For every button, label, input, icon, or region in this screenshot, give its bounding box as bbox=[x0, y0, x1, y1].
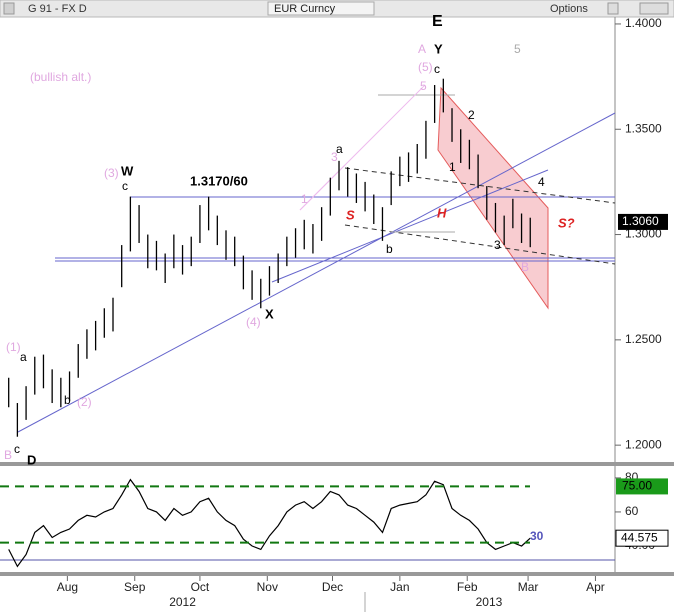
rsi-line bbox=[8, 478, 531, 568]
annotation: S bbox=[346, 207, 355, 222]
annotation: b bbox=[386, 242, 393, 256]
annotation: c bbox=[14, 442, 20, 456]
annotation: E bbox=[432, 13, 443, 30]
annotation: Y bbox=[434, 41, 443, 56]
annotation: 5 bbox=[420, 79, 427, 93]
annotation: b bbox=[64, 393, 71, 407]
annotation: D bbox=[27, 452, 36, 467]
options-menu[interactable]: Options bbox=[550, 3, 588, 15]
band-label-box bbox=[616, 478, 668, 495]
x-tick-label: Mar bbox=[518, 580, 539, 594]
y-tick-label: 1.4000 bbox=[625, 16, 662, 30]
y-tick-label: 1.2500 bbox=[625, 332, 662, 346]
dashed-line bbox=[344, 167, 616, 204]
y-tick-label: 1.2000 bbox=[625, 437, 662, 451]
last-rsi-box bbox=[615, 529, 669, 547]
annotation: (1) bbox=[6, 340, 21, 354]
annotation: 4 bbox=[538, 175, 545, 189]
x-tick-label: Apr bbox=[586, 580, 605, 594]
annotation: (bullish alt.) bbox=[30, 70, 91, 84]
annotation: (3) bbox=[104, 166, 119, 180]
annotation: 3 bbox=[331, 150, 338, 164]
y-tick-label: 1.3500 bbox=[625, 121, 662, 135]
annotation: 1 bbox=[449, 160, 456, 174]
y-tick-label: 1.3000 bbox=[625, 227, 662, 241]
zoom-button[interactable] bbox=[639, 2, 669, 15]
panel-separator bbox=[0, 572, 674, 576]
y-tick-label: 60 bbox=[625, 504, 639, 518]
year-label: 2013 bbox=[476, 595, 503, 609]
annotation: X bbox=[265, 306, 274, 321]
annotation: a bbox=[336, 142, 343, 156]
annotation: H bbox=[437, 205, 447, 220]
last-price-box bbox=[618, 213, 668, 230]
x-tick-label: Nov bbox=[257, 580, 278, 594]
ticker-box[interactable] bbox=[267, 1, 375, 16]
close-button[interactable] bbox=[607, 2, 619, 15]
annotation: 1.3170/60 bbox=[190, 173, 248, 188]
trend-line bbox=[271, 169, 549, 283]
x-tick-label: Dec bbox=[322, 580, 343, 594]
annotation: (4) bbox=[246, 315, 261, 329]
year-label: 2012 bbox=[169, 595, 196, 609]
trend-line bbox=[17, 112, 616, 433]
x-tick-label: Jan bbox=[390, 580, 409, 594]
annotation: (2) bbox=[77, 395, 92, 409]
ticker[interactable]: EUR Curncy bbox=[274, 3, 336, 15]
annotation: 1 bbox=[301, 192, 308, 206]
annotation: c bbox=[122, 179, 128, 193]
annotation: B bbox=[521, 260, 529, 274]
annotation: W bbox=[121, 163, 134, 178]
annotation: 3 bbox=[494, 238, 501, 252]
annotation: (5) bbox=[418, 60, 433, 74]
annotation: c bbox=[434, 62, 440, 76]
x-tick-label: Aug bbox=[57, 580, 78, 594]
x-tick-label: Sep bbox=[124, 580, 146, 594]
last-rsi-label: 44.575 bbox=[621, 530, 658, 544]
wave-line bbox=[299, 164, 346, 211]
security-code[interactable]: G 91 - FX D bbox=[28, 3, 87, 15]
annotation: 5 bbox=[514, 42, 521, 56]
annotation: 2 bbox=[468, 108, 475, 122]
annotation: a bbox=[20, 350, 27, 364]
band-label: 75.00 bbox=[622, 479, 652, 493]
panel-separator bbox=[0, 462, 674, 466]
annotation: B bbox=[4, 448, 12, 462]
menu-icon[interactable] bbox=[3, 2, 15, 15]
x-tick-label: Feb bbox=[457, 580, 478, 594]
rsi-annotation: 30 bbox=[530, 529, 544, 543]
annotation: A bbox=[418, 42, 426, 56]
last-price-label: 1.3060 bbox=[622, 214, 659, 228]
x-tick-label: Oct bbox=[191, 580, 210, 594]
annotation: S? bbox=[558, 215, 575, 230]
